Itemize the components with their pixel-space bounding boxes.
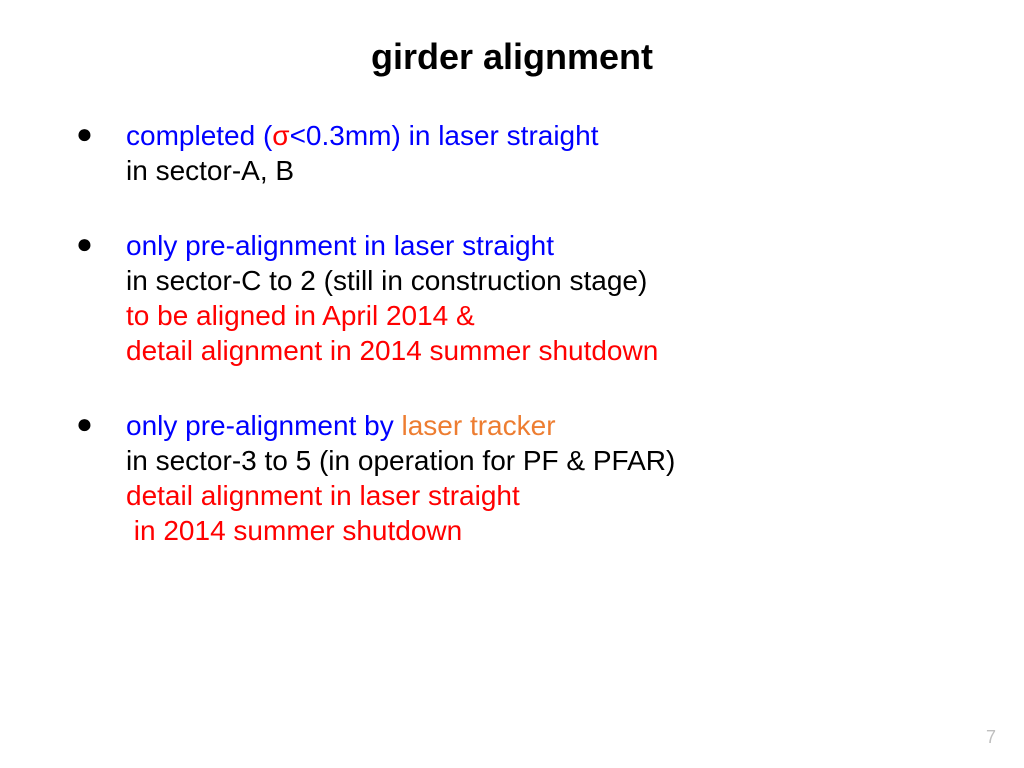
text-run: in sector-C to 2 (still in construction … bbox=[126, 265, 647, 296]
text-run: only pre-alignment in laser straight bbox=[126, 230, 554, 261]
bullet-line: only pre-alignment in laser straight bbox=[126, 228, 964, 263]
slide: girder alignment ●completed (σ<0.3mm) in… bbox=[0, 0, 1024, 768]
text-run: laser tracker bbox=[401, 410, 555, 441]
bullet-body: completed (σ<0.3mm) in laser straightin … bbox=[76, 118, 964, 188]
text-run: σ bbox=[272, 120, 289, 151]
bullet-icon: ● bbox=[76, 408, 93, 440]
page-number: 7 bbox=[986, 727, 996, 748]
bullet-line: detail alignment in 2014 summer shutdown bbox=[126, 333, 964, 368]
bullet-line: to be aligned in April 2014 & bbox=[126, 298, 964, 333]
bullet-line: detail alignment in laser straight bbox=[126, 478, 964, 513]
bullet-body: only pre-alignment by laser trackerin se… bbox=[76, 408, 964, 548]
bullet-line: in sector-C to 2 (still in construction … bbox=[126, 263, 964, 298]
bullet-line: in 2014 summer shutdown bbox=[126, 513, 964, 548]
bullet-item: ● only pre-alignment in laser straight in … bbox=[76, 228, 964, 368]
text-run: in 2014 summer shutdown bbox=[126, 515, 462, 546]
text-run: <0.3mm bbox=[290, 120, 392, 151]
text-run: detail alignment in 2014 summer shutdown bbox=[126, 335, 658, 366]
bullet-body: only pre-alignment in laser straight in s… bbox=[76, 228, 964, 368]
bullet-line: in sector-A, B bbox=[126, 153, 964, 188]
bullet-icon: ● bbox=[76, 228, 93, 260]
text-run: only pre-alignment by bbox=[126, 410, 401, 441]
bullet-line: only pre-alignment by laser tracker bbox=[126, 408, 964, 443]
text-run: to be aligned in April 2014 & bbox=[126, 300, 475, 331]
text-run: detail alignment in laser straight bbox=[126, 480, 520, 511]
text-run: completed ( bbox=[126, 120, 272, 151]
bullet-icon: ● bbox=[76, 118, 93, 150]
bullet-item: ●only pre-alignment by laser trackerin s… bbox=[76, 408, 964, 548]
text-run: in sector-3 to 5 (in operation for PF & … bbox=[126, 445, 675, 476]
text-run: in sector-A, B bbox=[126, 155, 294, 186]
bullet-item: ●completed (σ<0.3mm) in laser straightin… bbox=[76, 118, 964, 188]
slide-body: ●completed (σ<0.3mm) in laser straightin… bbox=[0, 118, 1024, 548]
slide-title: girder alignment bbox=[0, 0, 1024, 78]
bullet-line: completed (σ<0.3mm) in laser straight bbox=[126, 118, 964, 153]
text-run: ) in laser straight bbox=[392, 120, 599, 151]
bullet-line: in sector-3 to 5 (in operation for PF & … bbox=[126, 443, 964, 478]
